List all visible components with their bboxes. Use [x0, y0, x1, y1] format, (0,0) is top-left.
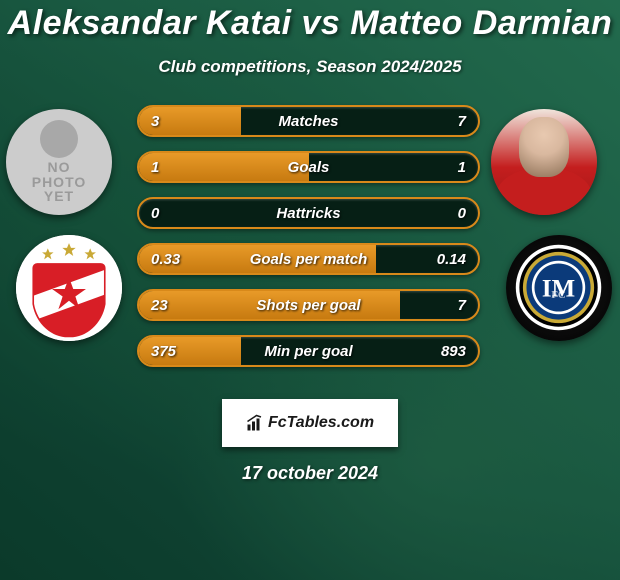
no-photo-line1: NO [48, 159, 71, 175]
crvena-zvezda-icon: ФК [16, 235, 122, 341]
stat-row: 375Min per goal893 [137, 335, 480, 367]
stat-label: Hattricks [139, 205, 478, 222]
stats-list: 3Matches7 1Goals1 0Hattricks0 0.33Goals per… [137, 105, 480, 381]
no-photo-line3: YET [44, 188, 74, 204]
comparison-area: NO PHOTO YET [0, 105, 620, 385]
stat-value-right: 0.14 [425, 251, 478, 268]
inter-milan-icon: IM FC [514, 243, 603, 332]
chart-icon [246, 414, 264, 432]
svg-text:FC: FC [552, 290, 566, 302]
stat-row: 3Matches7 [137, 105, 480, 137]
club-left-badge: ФК [16, 235, 122, 341]
content-wrapper: Aleksandar Katai vs Matteo Darmian Club … [0, 0, 620, 580]
subtitle: Club competitions, Season 2024/2025 [0, 57, 620, 77]
stat-label: Goals [139, 159, 478, 176]
no-photo-placeholder: NO PHOTO YET [32, 120, 87, 204]
stat-row: 0Hattricks0 [137, 197, 480, 229]
comparison-card: Aleksandar Katai vs Matteo Darmian Club … [0, 0, 620, 580]
date-text: 17 october 2024 [0, 463, 620, 484]
stat-value-right: 0 [446, 205, 478, 222]
source-logo-box: FcTables.com [222, 399, 398, 447]
stat-value-right: 893 [429, 343, 478, 360]
source-logo: FcTables.com [246, 414, 374, 432]
stat-row: 0.33Goals per match0.14 [137, 243, 480, 275]
stat-label: Shots per goal [139, 297, 478, 314]
stat-row: 23Shots per goal7 [137, 289, 480, 321]
stat-value-right: 1 [446, 159, 478, 176]
stat-value-right: 7 [446, 297, 478, 314]
stat-label: Min per goal [139, 343, 478, 360]
page-title: Aleksandar Katai vs Matteo Darmian [0, 0, 620, 43]
club-right-badge: IM FC [506, 235, 612, 341]
stat-row: 1Goals1 [137, 151, 480, 183]
stat-value-right: 7 [446, 113, 478, 130]
player-right-avatar [491, 109, 597, 215]
placeholder-head-icon [40, 120, 78, 158]
stat-label: Matches [139, 113, 478, 130]
player-right-head [519, 117, 569, 177]
no-photo-text: NO PHOTO YET [32, 160, 87, 204]
player-left-avatar: NO PHOTO YET [6, 109, 112, 215]
source-logo-text: FcTables.com [268, 414, 374, 432]
no-photo-line2: PHOTO [32, 174, 87, 190]
